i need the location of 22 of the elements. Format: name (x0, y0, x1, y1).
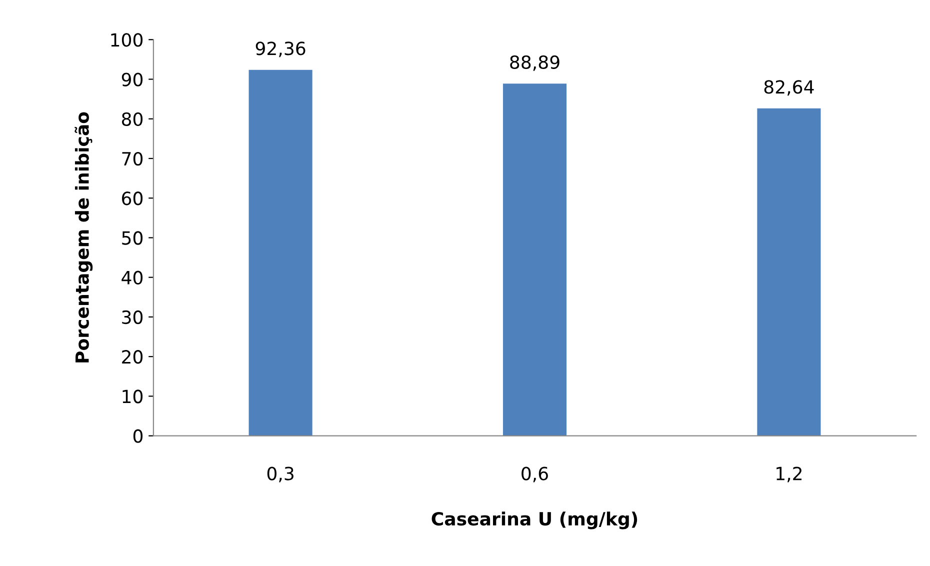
y-axis-title: Porcentagem de inibição (74, 112, 93, 362)
y-tick-label: 70 (122, 152, 143, 166)
y-tick-label: 50 (122, 231, 143, 245)
x-axis-title: Casearina U (mg/kg) (432, 512, 638, 530)
x-tick-label: 0,3 (267, 466, 294, 482)
y-tick-label: 80 (122, 112, 143, 126)
y-tick-label: 10 (122, 390, 143, 404)
y-tick-label: 40 (122, 270, 143, 284)
bar (248, 70, 312, 436)
y-tick-label: 20 (122, 350, 143, 364)
data-label: 88,89 (510, 55, 560, 71)
bar (757, 108, 821, 436)
data-label: 82,64 (764, 80, 814, 96)
data-label: 92,36 (256, 42, 306, 58)
x-tick-label: 1,2 (776, 466, 802, 482)
y-tick-label: 30 (122, 310, 143, 324)
y-tick-label: 60 (122, 192, 143, 206)
bar (502, 84, 567, 436)
y-tick-label: 0 (133, 429, 143, 443)
y-tick-label: 90 (122, 72, 143, 86)
y-tick-label: 100 (111, 33, 143, 47)
x-tick-label: 0,6 (522, 466, 548, 482)
